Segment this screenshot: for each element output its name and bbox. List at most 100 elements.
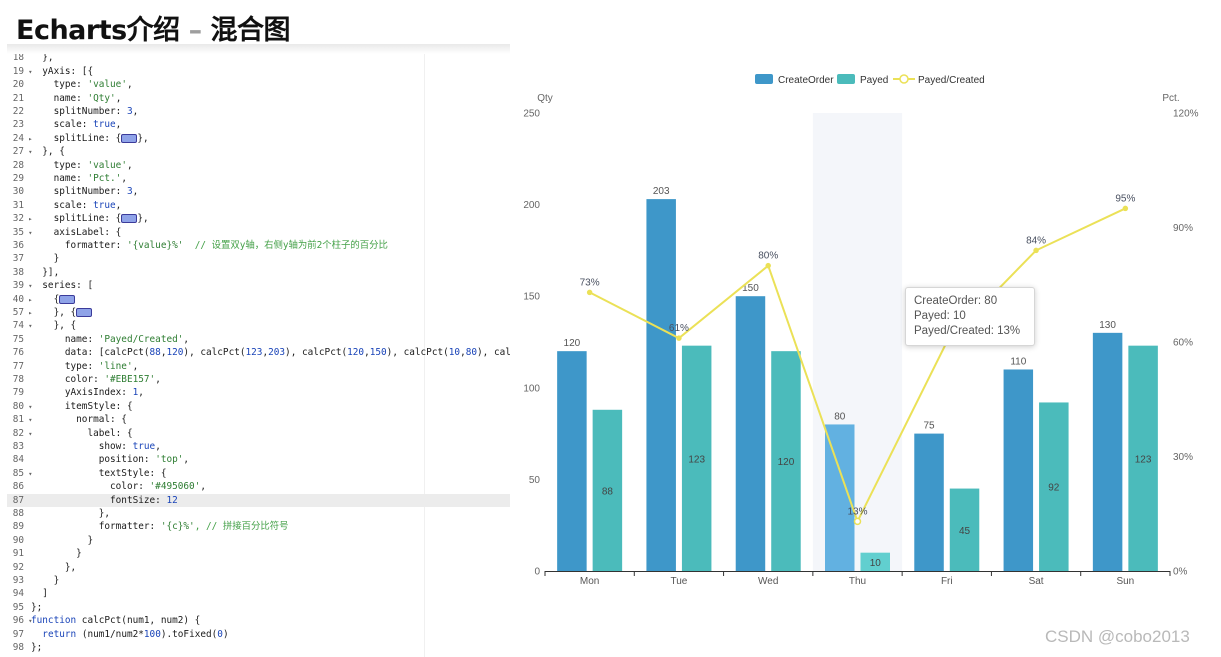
code-text: yAxis: [{ — [31, 66, 93, 77]
mixed-chart[interactable]: Qty Pct. 0 50 100 150 200 250 0% 30% 60% 90% 120% 120… — [515, 60, 1215, 595]
code-token: 0 — [217, 628, 223, 640]
code-line[interactable]: 92 }, — [7, 561, 510, 574]
fold-toggle-icon[interactable]: ▾ — [24, 67, 33, 76]
fold-toggle-icon[interactable]: ▾ — [24, 416, 33, 425]
code-token: , — [183, 454, 190, 466]
line-number: 78 — [12, 374, 24, 385]
fold-toggle-icon[interactable]: ▾ — [24, 228, 33, 237]
code-line[interactable]: 38 }], — [7, 266, 510, 279]
code-token: 120 — [347, 347, 365, 359]
line-number: 32 — [12, 213, 24, 225]
code-line[interactable]: 94 ] — [7, 587, 510, 600]
bar-value-label: 75 — [923, 421, 935, 432]
collapsed-fold-icon[interactable] — [121, 133, 138, 143]
line-number: 80 — [12, 400, 24, 412]
code-line[interactable]: 24 ▸ splitLine: {}, — [7, 132, 510, 145]
code-line[interactable]: 77 type: 'line', — [7, 360, 510, 373]
y-axis-left-tick-label: 0 — [534, 567, 540, 578]
code-line[interactable]: 95}; — [7, 601, 510, 614]
code-line[interactable]: 80 ▾ itemStyle: { — [7, 400, 510, 413]
code-line[interactable]: 30 splitNumber: 3, — [7, 185, 510, 198]
code-token: , — [115, 92, 122, 104]
code-line[interactable]: 90 } — [7, 534, 510, 547]
code-token: show: — [31, 441, 133, 452]
code-line[interactable]: 98}; — [7, 641, 510, 654]
collapsed-fold-icon[interactable] — [59, 294, 76, 304]
code-text: }, — [31, 562, 76, 573]
code-line[interactable]: 97 return (num1/num2*100).toFixed(0) — [7, 628, 510, 641]
code-line[interactable]: 75 name: 'Payed/Created', — [7, 333, 510, 346]
code-text: }; — [31, 642, 42, 653]
code-editor[interactable]: }, 18 },19 ▾ yAxis: [{20 type: 'value',21… — [7, 44, 510, 657]
fold-toggle-icon[interactable]: ▸ — [24, 134, 33, 143]
fold-toggle-icon[interactable]: ▾ — [24, 617, 33, 626]
code-line[interactable]: 91 } — [7, 547, 510, 560]
y-axis-right-tick-label: 120% — [1173, 109, 1199, 120]
fold-toggle-icon[interactable]: ▸ — [24, 295, 33, 304]
fold-toggle-icon[interactable]: ▾ — [24, 402, 33, 411]
code-token: } — [31, 575, 60, 586]
code-line[interactable]: 29 name: 'Pct.', — [7, 172, 510, 185]
code-line[interactable]: 83 show: true, — [7, 440, 510, 453]
code-line[interactable]: 37 } — [7, 252, 510, 265]
legend-label: Payed/Created — [918, 75, 985, 86]
code-line[interactable]: 85 ▾ textStyle: { — [7, 467, 510, 480]
code-line[interactable]: 22 splitNumber: 3, — [7, 105, 510, 118]
collapsed-fold-icon[interactable] — [121, 214, 138, 224]
code-line[interactable]: 93 } — [7, 574, 510, 587]
code-token: 'value' — [87, 79, 127, 91]
code-line[interactable]: 88 }, — [7, 507, 510, 520]
code-line[interactable]: 19 ▾ yAxis: [{ — [7, 65, 510, 78]
code-line[interactable]: 76 data: [calcPct(88,120), calcPct(123,2… — [7, 346, 510, 359]
code-token: 'Payed/Created' — [98, 333, 184, 345]
code-line[interactable]: 89 formatter: '{c}%', // 拼接百分比符号 — [7, 520, 510, 533]
line-number: 23 — [12, 119, 24, 131]
fold-toggle-icon[interactable]: ▾ — [24, 429, 33, 438]
code-line[interactable]: 82 ▾ label: { — [7, 427, 510, 440]
line-value-label: 61% — [669, 323, 689, 334]
code-token: (num1/num2* — [76, 628, 144, 640]
code-line[interactable]: 31 scale: true, — [7, 199, 510, 212]
code-line[interactable]: 57 ▸ }, { — [7, 306, 510, 319]
fold-toggle-icon[interactable]: ▾ — [24, 322, 33, 331]
fold-toggle-icon[interactable]: ▸ — [24, 215, 33, 224]
code-line[interactable]: 96 ▾function calcPct(num1, num2) { — [7, 614, 510, 627]
code-line[interactable]: 78 color: '#EBE157', — [7, 373, 510, 386]
code-line[interactable]: 40 ▸ { — [7, 293, 510, 306]
legend-swatch-payed — [837, 74, 855, 84]
code-line[interactable]: 81 ▾ normal: { — [7, 413, 510, 426]
code-token: }, — [137, 213, 149, 225]
code-line[interactable]: 32 ▸ splitLine: {}, — [7, 212, 510, 225]
code-token: ), calcPct( — [386, 347, 449, 359]
bar-createorder — [914, 433, 944, 571]
code-line[interactable]: 27 ▾ }, { — [7, 145, 510, 158]
code-line[interactable]: 21 name: 'Qty', — [7, 92, 510, 105]
fold-toggle-icon[interactable]: ▸ — [24, 309, 33, 317]
fold-toggle-icon[interactable]: ▾ — [24, 148, 33, 157]
code-line[interactable]: 84 position: 'top', — [7, 453, 510, 466]
code-token: , — [364, 347, 370, 359]
code-line[interactable]: 28 type: 'value', — [7, 159, 510, 172]
fold-toggle-icon[interactable]: ▾ — [24, 469, 33, 478]
line-value-label: 13% — [847, 506, 867, 517]
collapsed-fold-icon[interactable] — [76, 308, 93, 317]
code-token: } — [31, 534, 94, 546]
code-line[interactable]: 39 ▾ series: [ — [7, 279, 510, 292]
code-line[interactable]: 35 ▾ axisLabel: { — [7, 226, 510, 239]
code-token: yAxisIndex: — [31, 387, 133, 399]
slide-title: Echarts介绍 – 混合图 — [16, 8, 290, 47]
code-line[interactable]: 18 }, — [7, 51, 510, 64]
code-line[interactable]: 79 yAxisIndex: 1, — [7, 386, 510, 399]
code-line[interactable]: 74 ▾ }, { — [7, 319, 510, 332]
code-line[interactable]: 86 color: '#495060', — [7, 480, 510, 493]
code-line[interactable]: 23 scale: true, — [7, 118, 510, 131]
code-token: axisLabel: { — [31, 226, 122, 238]
code-token: , — [115, 119, 122, 131]
fold-toggle-icon[interactable]: ▾ — [24, 282, 33, 291]
code-line[interactable]: 20 type: 'value', — [7, 78, 510, 91]
y-axis-left-tick-label: 250 — [523, 109, 540, 120]
code-text: scale: true, — [31, 119, 122, 131]
code-line[interactable]: 36 formatter: '{value}%' // 设置双y轴，右侧y轴为前… — [7, 239, 510, 252]
code-token: ), calcPct( — [285, 347, 348, 359]
code-line[interactable]: 87 fontSize: 12 — [7, 493, 510, 507]
